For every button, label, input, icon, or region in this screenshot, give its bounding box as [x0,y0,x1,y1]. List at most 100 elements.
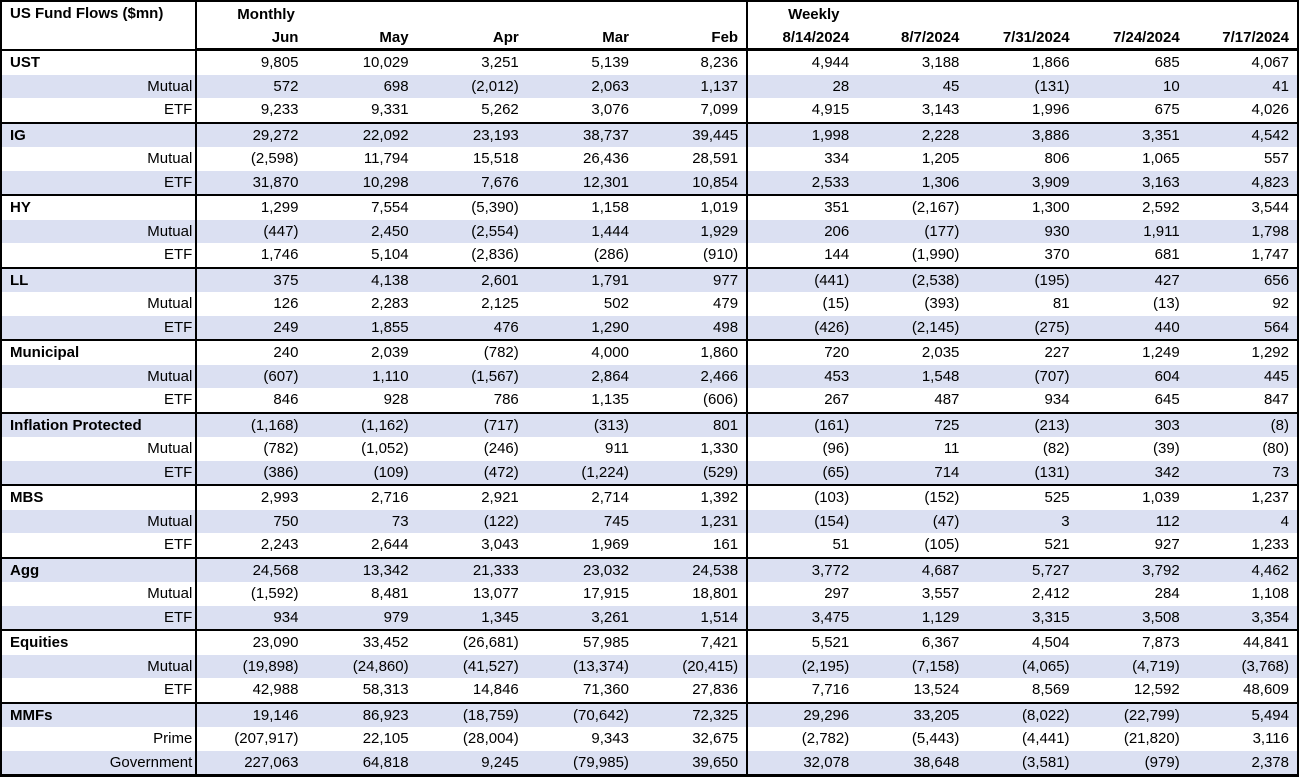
value-cell: 28 [746,74,858,98]
value-cell: 8,569 [1032,681,1070,699]
value-cell: (3,581) [967,750,1078,776]
value-cell: 2,412 [1032,585,1070,603]
value-cell: 846 [273,391,299,409]
value-cell: 1,746 [260,246,299,264]
value-cell: 15,518 [472,150,519,168]
value-cell: 38,648 [857,750,968,776]
value-cell: 32,078 [746,750,858,776]
subcategory-label: ETF [1,315,198,340]
value-cell: 31,870 [196,170,307,195]
value-cell: 9,343 [591,730,629,748]
value-cell: 8,236 [636,48,748,75]
value-cell: 9,245 [416,750,527,776]
value-cell: (707) [967,364,1078,388]
value-cell: 9,233 [260,101,299,119]
value-cell: (441) [746,266,858,292]
value-cell: (28,004) [462,730,519,748]
value-cell: 1,205 [921,150,960,168]
category-label: MBS [1,484,198,510]
category-label: Equities [1,629,198,655]
value-cell: 1,300 [967,194,1078,220]
table-row: ETF 249 1,855 476 1,290 498 (426) (2,145) (275) 4… [1,315,1298,340]
value-cell: 370 [1044,246,1070,264]
value-cell: (161) [746,411,858,437]
value-cell: 801 [636,411,748,437]
value-cell: 23,032 [526,556,637,582]
value-cell: 3,076 [591,101,629,119]
value-cell: (607) [196,364,307,388]
value-cell: 1,860 [636,339,748,365]
subcategory-label: Mutual [1,292,198,316]
subcategory-label: Mutual [1,582,198,606]
column-header-row: Jun May Apr Mar Feb 8/14/2024 8/7/2024 7… [1,26,1298,51]
value-cell: 297 [746,582,858,606]
table-row: HY 1,299 7,554 (5,390) 1,158 1,019 351 (2,167) 1… [1,194,1298,220]
value-cell: 2,063 [526,74,637,98]
value-cell: 786 [493,391,519,409]
value-cell: 476 [416,315,527,340]
table-row: MMFs 19,146 86,923 (18,759) (70,642) 72,325 29… [1,701,1298,727]
value-cell: 267 [746,388,858,413]
table-row: Government 227,063 64,818 9,245 (79,985) 39,6… [1,750,1298,776]
value-cell: (246) [483,440,519,458]
value-cell: (313) [526,411,637,437]
value-cell: 4,138 [306,266,417,292]
value-cell: 26,436 [583,150,629,168]
value-cell: (1,990) [911,246,960,264]
value-cell: 7,099 [700,101,739,119]
value-cell: (2,012) [416,74,527,98]
value-cell: 5,104 [371,246,409,264]
value-cell: 4,000 [526,339,637,365]
value-cell: 2,716 [306,484,417,510]
table-row: ETF 934 979 1,345 3,261 1,514 3,475 1,129 3,315 3… [1,605,1298,630]
value-cell: 73 [306,509,417,533]
value-cell: 81 [1052,295,1070,313]
value-cell: 9,805 [196,48,307,75]
table-row: LL 375 4,138 2,601 1,791 977 (441) (2,538) (195)… [1,266,1298,292]
value-cell: (131) [967,74,1078,98]
value-cell: (426) [746,315,858,340]
value-cell: 1,019 [636,194,748,220]
value-cell: 1,290 [526,315,637,340]
value-cell: 427 [1077,266,1188,292]
value-cell: 3,475 [746,605,858,630]
value-cell: 3,544 [1187,194,1298,220]
week-column-header: 7/31/2024 [967,26,1078,51]
value-cell: 1,444 [526,219,637,243]
value-cell: (782) [416,339,527,365]
value-cell: 3,315 [967,605,1078,630]
value-cell: 1,798 [1187,219,1298,243]
value-cell: 39,650 [636,750,748,776]
value-cell: 72,325 [636,701,748,727]
value-cell: 564 [1187,315,1298,340]
table-row: Agg 24,568 13,342 21,333 23,032 24,538 3,772 4,… [1,556,1298,582]
value-cell: 4,542 [1187,121,1298,147]
value-cell: (21,820) [1123,730,1180,748]
month-column-header: Feb [636,26,748,51]
table-row: ETF 42,988 58,313 14,846 71,360 27,836 7,716 13… [1,678,1298,703]
value-cell: 45 [857,74,968,98]
value-cell: (177) [857,219,968,243]
value-cell: 572 [196,74,307,98]
month-column-header: May [306,26,417,51]
table-row: Mutual 126 2,283 2,125 502 479 (15) (393) 81 (13)… [1,292,1298,316]
table-row: Prime (207,917) 22,105 (28,004) 9,343 32,675 (… [1,727,1298,751]
value-cell: 144 [746,243,858,268]
value-cell: 714 [857,460,968,485]
value-cell: 1,108 [1251,585,1289,603]
value-cell: 3,188 [857,48,968,75]
value-cell: 1,299 [196,194,307,220]
value-cell: 206 [746,219,858,243]
category-label: Municipal [1,339,198,365]
value-cell: (22,799) [1077,701,1188,727]
table-row: Mutual (607) 1,110 (1,567) 2,864 2,466 453 1,54… [1,364,1298,388]
value-cell: 12,592 [1133,681,1180,699]
category-label: IG [1,121,198,147]
value-cell: 1,129 [857,605,968,630]
value-cell: 33,452 [306,629,417,655]
value-cell: (195) [967,266,1078,292]
table-row: Mutual 750 73 (122) 745 1,231 (154) (47) 3 112 4 [1,509,1298,533]
value-cell: (4,719) [1077,654,1188,678]
value-cell: (2,782) [746,727,858,751]
subcategory-label: ETF [1,388,198,413]
